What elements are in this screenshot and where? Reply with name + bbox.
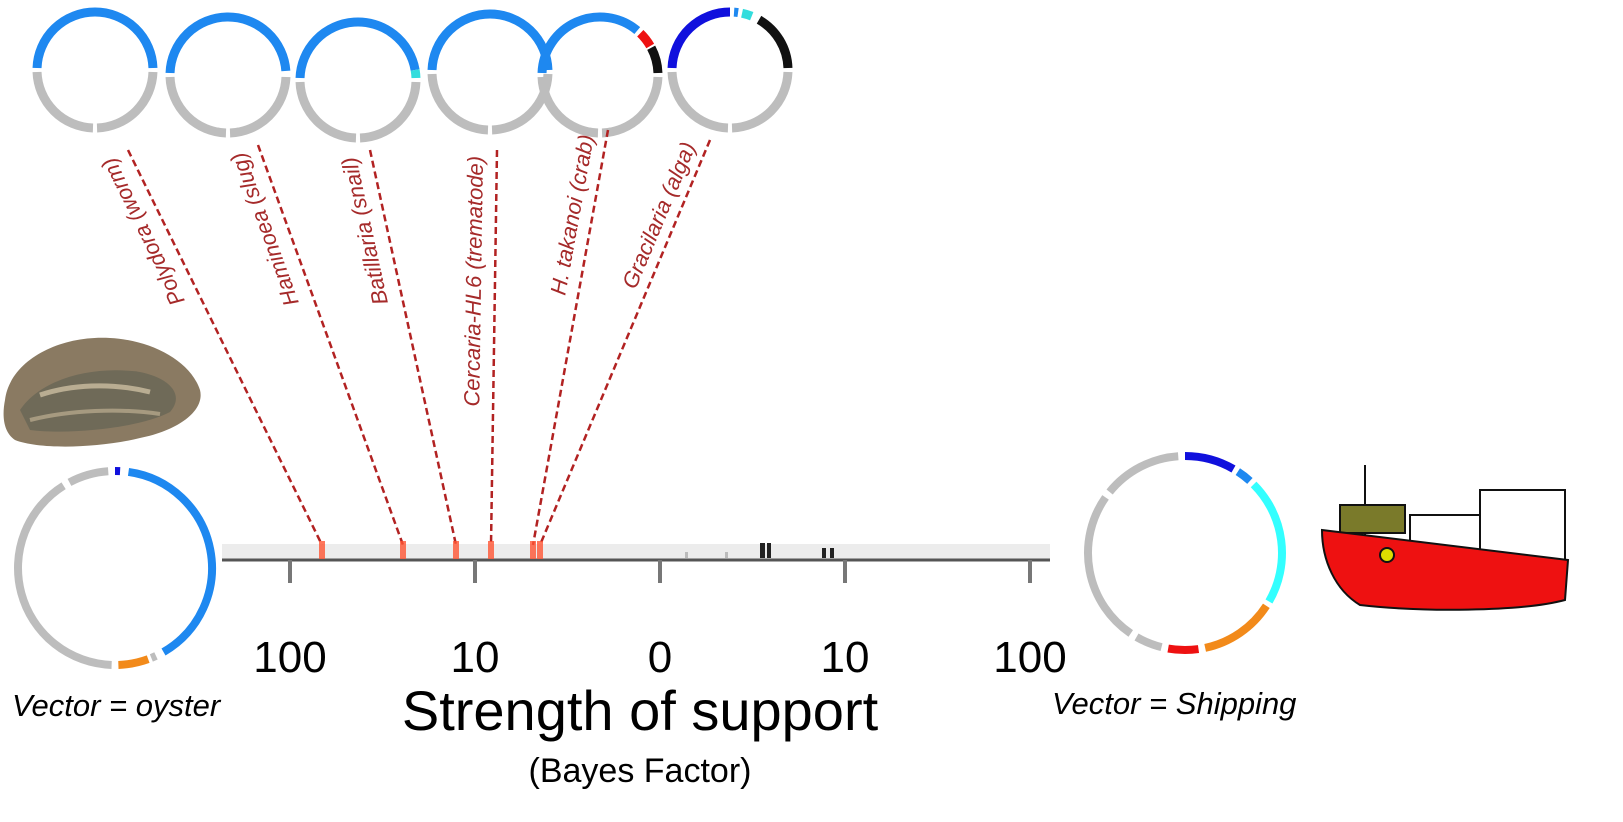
ring-segment [427, 73, 489, 135]
ring-segment [667, 7, 731, 69]
tick-label: 0 [648, 633, 672, 682]
leader-line [256, 144, 405, 546]
species-label: Cercaria-HL6 (trematode) [459, 156, 488, 407]
ring-segment [537, 76, 599, 138]
species-marker [537, 541, 543, 559]
ring-segment [1204, 603, 1270, 652]
shipping-markers [685, 543, 834, 558]
ring-segment [295, 81, 357, 143]
ring-segment [118, 655, 150, 669]
leader-line [126, 149, 324, 546]
ring-segment [295, 17, 420, 79]
tick-label: 10 [821, 633, 870, 682]
ring-segment [1106, 452, 1179, 495]
ring-segment [637, 30, 655, 49]
ring-segment [601, 76, 663, 138]
ring-segment [32, 71, 94, 133]
ring-segment [32, 7, 158, 69]
ring-segment [96, 71, 158, 133]
axis-subtitle: (Bayes Factor) [529, 752, 752, 790]
ring-segment [667, 71, 729, 133]
ring-segment [127, 467, 216, 656]
ring-segment [410, 69, 421, 79]
species-label: Batillaria (snail) [336, 155, 392, 307]
ring-segment [1134, 633, 1163, 651]
species-marker [319, 541, 325, 559]
species-marker [530, 541, 536, 559]
ring-segment [149, 652, 158, 662]
ring-segment [165, 12, 291, 74]
ring-segment [229, 76, 291, 138]
leader-line [368, 149, 458, 546]
vector-label: Vector = Shipping [1052, 686, 1296, 721]
species-label: Haminoea (slug) [225, 149, 304, 309]
leader-line [538, 139, 712, 546]
ring-segment [1235, 468, 1253, 484]
ring-segment [1084, 495, 1134, 637]
axis-title: Strength of support [402, 679, 879, 742]
ring-segment [731, 71, 793, 133]
ring-segment [647, 45, 663, 74]
tick-label: 100 [253, 633, 326, 682]
leader-line [531, 129, 610, 546]
vector-label: Vector = oyster [12, 688, 222, 723]
ring-segment [165, 76, 227, 138]
tick-label: 10 [451, 633, 500, 682]
species-label: H. takanoi (crab) [545, 132, 599, 296]
species-label: Polydora (worm) [96, 154, 190, 310]
ring-segment [14, 482, 112, 669]
ring-segment [359, 81, 421, 143]
leader-line [489, 149, 499, 546]
ring-segment [1250, 481, 1286, 604]
ring-segment [756, 15, 793, 69]
species-marker [488, 541, 494, 559]
ring-segment [1184, 452, 1236, 473]
ship-image [1320, 465, 1570, 611]
axis-band [222, 544, 1050, 560]
ring-segment [741, 8, 754, 21]
tick-label: 100 [993, 633, 1066, 682]
ring-segment [1167, 644, 1200, 654]
species-label: Gracilaria (alga) [617, 138, 701, 292]
ring-segment [537, 12, 641, 74]
species-marker [400, 541, 406, 559]
species-marker [453, 541, 459, 559]
oyster-image [3, 337, 201, 447]
ring-segment [67, 467, 109, 486]
ring-segment [427, 9, 553, 71]
